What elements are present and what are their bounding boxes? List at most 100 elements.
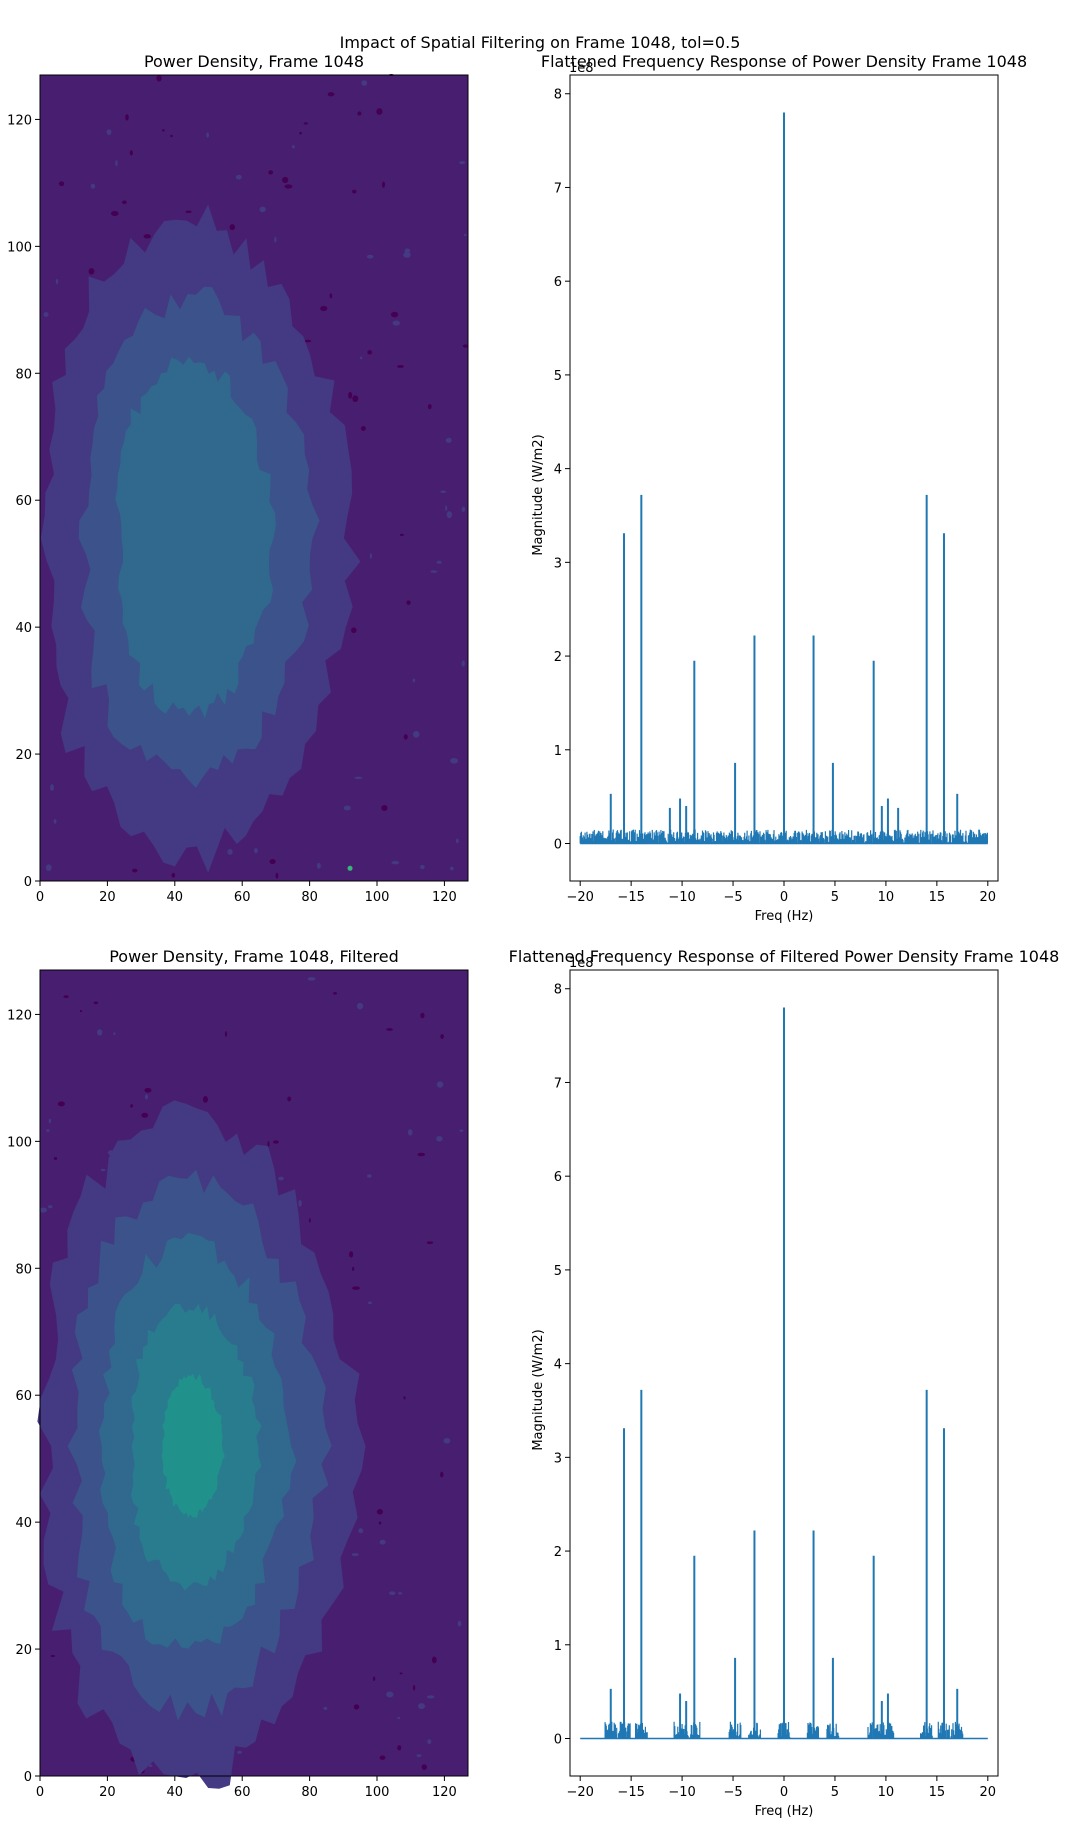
contour-bottom-speckle [202,1096,208,1103]
spectrum-bottom-xtick-label: 10 [878,1785,895,1800]
spectrum-bottom-ytick-label: 2 [554,1545,562,1560]
contour-bottom-ytick-label: 80 [15,1262,32,1277]
contour-bottom-ytick-label: 20 [15,1643,32,1658]
contour-top-speckle [156,75,162,82]
contour-top-speckle [316,862,321,869]
contour-top-xtick-label: 20 [99,890,116,905]
contour-top-speckle [403,734,408,740]
contour-bottom-speckle [426,1241,434,1245]
contour-top-speckle [259,206,266,213]
contour-bottom-speckle [436,1135,443,1142]
contour-bottom-title: Power Density, Frame 1048, Filtered [109,947,399,966]
contour-bottom-speckle [224,1031,228,1037]
contour-bottom-speckle [459,1129,464,1132]
contour-top-speckle [304,339,312,343]
contour-bottom-xtick-label: 60 [234,1785,251,1800]
contour-top-speckle [55,278,59,285]
contour-bottom-speckle [113,1032,116,1036]
spectrum-top-ytick-label: 6 [554,275,562,290]
contour-bottom-ytick-label: 120 [7,1008,32,1023]
contour-top-speckle [392,320,400,326]
contour-bottom-speckle [386,1028,393,1031]
contour-top-speckle [455,838,459,844]
contour-top-speckle [329,293,333,299]
contour-top-speckle [376,108,383,115]
contour-top-speckle [170,134,173,138]
contour-top-speckle [360,356,363,360]
contour-bottom-xtick-label: 120 [432,1785,457,1800]
contour-bottom-speckle [421,1764,428,1770]
contour-bottom-speckle [407,1129,413,1136]
spectrum-top-scale-label: 1e8 [569,61,594,76]
contour-top-ytick-label: 120 [7,113,32,128]
contour-bottom-speckle [141,1112,149,1118]
contour-top-speckle [382,181,386,188]
contour-top-speckle [399,533,404,536]
contour-top-speckle [367,350,373,355]
spectrum-bottom-ytick-label: 6 [554,1170,562,1185]
contour-top-speckle [299,131,303,135]
contour-top-level-3 [115,356,276,719]
contour-top-speckle [440,490,447,493]
contour-bottom-speckle [353,1704,360,1710]
spectrum-bottom-ytick-label: 0 [554,1733,562,1748]
contour-bottom-xtick-label: 0 [36,1785,44,1800]
contour-top-speckle [171,872,176,878]
spectrum-bottom-scale-label: 1e8 [569,956,594,971]
spectrum-bottom-xtick-label: 20 [980,1785,997,1800]
contour-top-speckle [445,437,452,443]
contour-top-speckle [357,111,362,116]
spectrum-plot-bottom: Flattened Frequency Response of Filtered… [509,947,1060,1819]
contour-top-speckle [50,784,54,791]
contour-top-speckle [436,560,442,564]
contour-bottom-ytick-label: 60 [15,1389,32,1404]
contour-bottom-speckle [79,1009,83,1013]
contour-bottom-speckle [399,1672,403,1675]
spectrum-bottom-ytick-label: 4 [554,1358,562,1373]
contour-bottom-speckle [267,1140,270,1148]
contour-bottom-ytick-label: 100 [7,1135,32,1150]
contour-top-speckle [381,804,388,812]
spectrum-top-xtick-label: 15 [929,890,946,905]
contour-top-speckle [269,859,276,865]
contour-bottom-xtick-label: 40 [167,1785,184,1800]
contour-bottom-speckle [130,1104,134,1108]
spectrum-top-ytick-label: 0 [554,838,562,853]
spectrum-bottom-ytick-label: 8 [554,983,562,998]
contour-top-speckle [352,395,359,403]
contour-bottom-speckle [386,1691,394,1698]
contour-top-speckle [351,627,357,634]
contour-bottom-level-5 [161,1373,225,1519]
contour-bottom-speckle [352,1286,360,1290]
contour-bottom-speckle [378,1521,382,1525]
contour-top-speckle [90,183,96,189]
contour-bottom-speckle [237,1750,243,1755]
contour-top-speckle [461,506,466,512]
spectrum-top-ytick-label: 7 [554,181,562,196]
contour-top-speckle [291,145,295,149]
spectrum-bottom-xtick-label: −5 [723,1785,742,1800]
contour-bottom-xtick-label: 20 [99,1785,116,1800]
contour-top-speckle [282,176,289,184]
contour-bottom-speckle [403,1396,406,1400]
contour-top-xtick-label: 80 [301,890,318,905]
contour-top-speckle [463,233,467,237]
contour-bottom-speckle [420,1012,425,1019]
contour-top-speckle [143,234,152,239]
contour-top-speckle [284,184,293,189]
contour-top-speckle [229,224,236,231]
spectrum-top-xtick-label: −20 [566,890,593,905]
contour-bottom-xtick-label: 80 [301,1785,318,1800]
contour-top-speckle [403,251,411,258]
contour-bottom-speckle [57,1101,65,1107]
contour-top-ytick-label: 20 [15,748,32,763]
contour-bottom-speckle [144,1094,149,1100]
contour-top-speckle [206,132,210,138]
contour-bottom-speckle [272,1140,279,1144]
contour-top-speckle [274,236,277,243]
spectrum-bottom-ytick-label: 1 [554,1639,562,1654]
contour-top-speckle [275,872,279,879]
contour-top-speckle [461,660,465,667]
